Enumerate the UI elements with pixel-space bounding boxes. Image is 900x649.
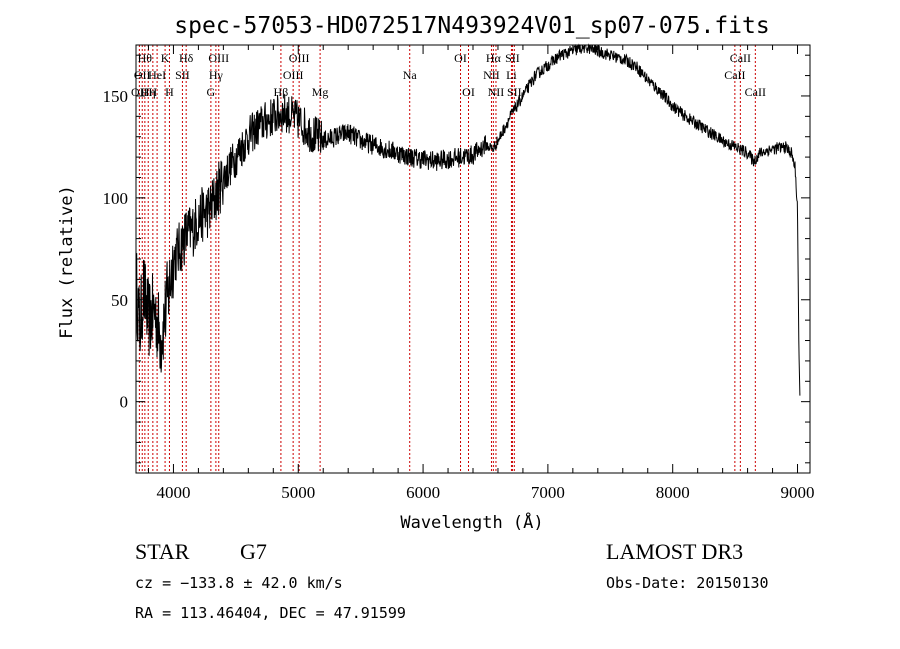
spectral-line-label: G	[207, 85, 216, 99]
spectral-line-label: CaII	[745, 85, 766, 99]
spectral-line-label: Hγ	[209, 68, 224, 82]
y-tick-label: 100	[103, 189, 129, 208]
spectral-line-label: CaII	[724, 68, 745, 82]
chart-title: spec-57053-HD072517N493924V01_sp07-075.f…	[174, 13, 769, 39]
x-tick-label: 6000	[406, 483, 440, 502]
spectral-line-label: Na	[403, 68, 418, 82]
x-tick-label: 5000	[281, 483, 315, 502]
y-axis-label: Flux (relative)	[57, 185, 77, 339]
y-tick-label: 50	[111, 291, 128, 310]
spectral-line-label: OII	[134, 68, 151, 82]
spectral-line-label: Hδ	[179, 51, 194, 65]
spectral-line-label: H	[149, 85, 158, 99]
spectral-line-label: OI	[462, 85, 475, 99]
x-tick-label: 7000	[531, 483, 565, 502]
x-tick-label: 4000	[156, 483, 190, 502]
spectral-line-label: CaII	[730, 51, 751, 65]
spectral-line-label: Mg	[312, 85, 329, 99]
spectral-line-labels: OIIOIIHθHηHHeIKHSIIHδGHγOIIIHβOIIIOIIIMg…	[131, 51, 766, 99]
x-axis-label: Wavelength (Å)	[400, 511, 543, 533]
plot-frame	[135, 44, 811, 474]
spectral-line-label: H	[165, 85, 174, 99]
spectral-line-label: OIII	[289, 51, 310, 65]
spectral-line-label: OI	[454, 51, 467, 65]
coordinates: RA = 113.46404, DEC = 47.91599	[135, 604, 406, 622]
spectral-line-label: Hβ	[274, 85, 289, 99]
spectral-line-label: Li	[506, 68, 517, 82]
y-tick-label: 150	[103, 87, 129, 106]
spectral-line-label: Hα	[486, 51, 502, 65]
y-axis-ticks: 0 50 100 150	[103, 54, 810, 464]
spectrum-series-line	[135, 43, 801, 396]
obs-date: Obs-Date: 20150130	[606, 574, 769, 592]
spectral-line-label: OIII	[283, 68, 304, 82]
spectral-line-label: SII	[175, 68, 190, 82]
x-tick-label: 8000	[656, 483, 690, 502]
spectral-line-label: Hθ	[138, 51, 153, 65]
survey-name: LAMOST DR3	[606, 539, 743, 564]
spectral-line-label: SII	[505, 51, 520, 65]
redshift-readout: cz = −133.8 ± 42.0 km/s	[135, 574, 343, 592]
spectral-line-label: OIII	[208, 51, 229, 65]
spectral-line-label: K	[161, 51, 170, 65]
object-class: STAR	[135, 539, 190, 564]
y-tick-label: 0	[120, 393, 129, 412]
spectral-line-label: NII	[483, 68, 500, 82]
spectral-line-label: HeI	[148, 68, 166, 82]
spectral-line-markers	[138, 45, 756, 473]
spectral-line-label: NII	[488, 85, 505, 99]
x-axis-ticks: 4000 5000 6000 7000 8000 9000	[147, 45, 815, 502]
spectral-line-label: SII	[507, 85, 522, 99]
object-subclass: G7	[240, 539, 267, 564]
x-tick-label: 9000	[781, 483, 815, 502]
